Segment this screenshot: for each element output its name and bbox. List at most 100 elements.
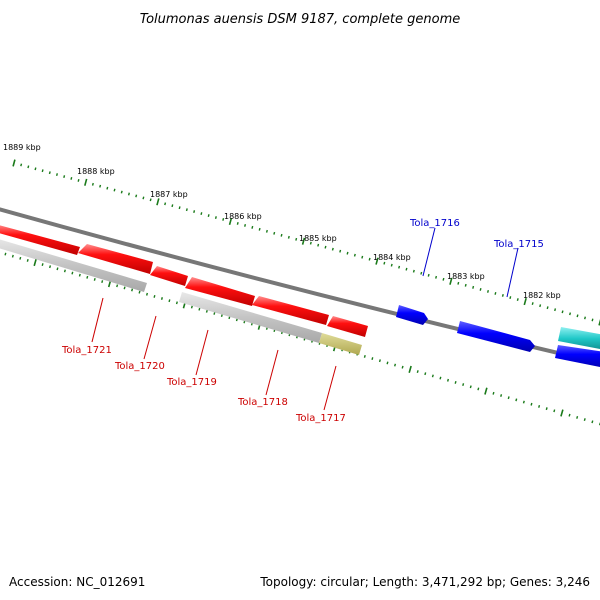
kbp-label: 1889 kbp — [3, 143, 41, 152]
outer-tick-ring — [12, 159, 600, 326]
gene-label-tola-1717[interactable]: Tola_1717 — [295, 413, 346, 424]
gene-label-tola-1720[interactable]: Tola_1720 — [114, 361, 165, 372]
minor-tick — [462, 383, 465, 387]
gene-label-tola-1721[interactable]: Tola_1721 — [61, 345, 112, 356]
major-tick — [523, 297, 527, 306]
minor-tick — [4, 252, 7, 256]
major-tick — [375, 257, 379, 265]
minor-tick — [469, 385, 472, 389]
gene-arrow-tola-1715[interactable] — [457, 321, 535, 352]
kbp-label: 1884 kbp — [373, 253, 411, 262]
minor-tick — [131, 288, 134, 292]
reverse-strand-genes — [0, 224, 368, 337]
gene-arrow-tola-1716[interactable] — [396, 305, 428, 325]
minor-tick — [77, 178, 80, 182]
gene-arrow-tola-1717b[interactable] — [327, 316, 368, 337]
minor-tick — [142, 196, 145, 200]
major-tick — [560, 409, 564, 417]
minor-tick — [207, 214, 210, 217]
minor-tick — [509, 296, 512, 299]
kbp-label: 1883 kbp — [447, 272, 485, 281]
minor-tick — [331, 247, 334, 251]
minor-tick — [412, 269, 415, 273]
minor-tick — [127, 192, 130, 196]
minor-tick — [324, 245, 327, 249]
gene-arrow-tola-1720[interactable] — [78, 244, 153, 274]
accession-text: Accession: NC_012691 — [9, 575, 145, 589]
reverse-gene-labels: Tola_1721 Tola_1720 Tola_1719 Tola_1718 … — [61, 297, 346, 424]
minor-tick — [500, 394, 503, 397]
minor-tick — [171, 204, 174, 208]
kbp-label: 1886 kbp — [224, 212, 262, 221]
minor-tick — [492, 391, 495, 395]
gene-label-tola-1719[interactable]: Tola_1719 — [166, 377, 217, 388]
minor-tick — [145, 292, 149, 296]
minor-tick — [435, 275, 438, 279]
minor-tick — [26, 258, 29, 262]
gene-arrow-tola-1717[interactable] — [252, 296, 329, 325]
minor-tick — [113, 188, 116, 192]
minor-tick — [185, 208, 188, 212]
kbp-labels: 1889 kbp 1888 kbp 1887 kbp 1886 kbp 1885… — [3, 143, 561, 300]
minor-tick — [591, 420, 594, 424]
minor-tick — [591, 318, 594, 322]
forward-strand-genes — [396, 305, 600, 368]
minor-tick — [553, 409, 556, 413]
gene-arrow-tola-1721[interactable] — [0, 224, 80, 255]
minor-tick — [93, 277, 96, 281]
minor-tick — [135, 194, 138, 198]
minor-tick — [401, 365, 404, 369]
minor-tick — [106, 186, 109, 190]
minor-tick — [383, 261, 386, 265]
minor-tick — [86, 275, 89, 279]
gene-arrow-tola-1719[interactable] — [150, 266, 188, 286]
major-tick — [156, 198, 160, 206]
minor-tick — [149, 198, 152, 202]
gene-label-tola-1715[interactable]: Tola_1715 — [493, 239, 544, 250]
minor-tick — [258, 227, 261, 231]
minor-tick — [164, 202, 167, 206]
label-leader — [195, 329, 209, 376]
minor-tick — [56, 267, 59, 271]
minor-tick — [309, 241, 312, 245]
minor-tick — [19, 256, 22, 260]
kbp-label: 1882 kbp — [523, 291, 561, 300]
minor-tick — [486, 289, 490, 293]
minor-tick — [123, 286, 126, 290]
gene-arrow-tola-1718[interactable] — [185, 277, 255, 306]
label-leader — [506, 247, 519, 298]
major-tick — [33, 258, 37, 267]
minor-tick — [531, 302, 534, 306]
major-tick — [484, 387, 488, 395]
minor-tick — [576, 314, 579, 318]
gene-label-tola-1716[interactable]: Tola_1716 — [409, 218, 460, 229]
minor-tick — [501, 294, 504, 297]
cds-block — [0, 239, 147, 292]
minor-tick — [198, 307, 201, 311]
minor-tick — [190, 305, 193, 309]
major-tick — [84, 178, 88, 186]
minor-tick — [390, 263, 393, 267]
minor-tick — [457, 281, 460, 285]
minor-tick — [222, 218, 225, 221]
feature-block — [319, 333, 362, 355]
gene-label-tola-1718[interactable]: Tola_1718 — [237, 397, 288, 408]
minor-tick — [479, 287, 482, 291]
minor-tick — [378, 359, 381, 363]
minor-tick — [386, 361, 389, 365]
minor-tick — [287, 235, 290, 239]
minor-tick — [477, 387, 480, 391]
minor-tick — [446, 378, 450, 382]
minor-tick — [205, 309, 208, 313]
label-leader — [91, 297, 104, 343]
gene-arrow-next[interactable] — [555, 345, 600, 368]
minor-tick — [353, 253, 356, 257]
minor-tick — [576, 415, 579, 419]
minor-tick — [317, 243, 320, 247]
major-tick — [228, 217, 233, 226]
minor-tick — [416, 370, 419, 374]
minor-tick — [346, 251, 349, 255]
genome-summary-text: Topology: circular; Length: 3,471,292 bp… — [259, 575, 590, 589]
minor-tick — [398, 265, 401, 269]
